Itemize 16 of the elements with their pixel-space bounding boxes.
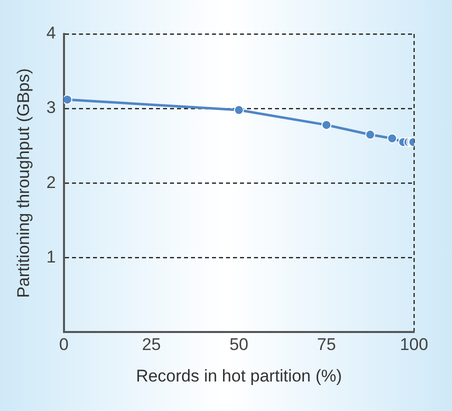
y-axis-title: Partitioning throughput (GBps): [14, 68, 33, 298]
point: [387, 133, 398, 144]
y-tick-label: 3: [46, 98, 56, 118]
x-axis-title: Records in hot partition (%): [136, 366, 342, 386]
y-tick-label: 4: [46, 24, 56, 43]
x-tick-label: 100: [400, 335, 428, 354]
y-tick-label: 1: [46, 247, 56, 266]
x-tick-label: 0: [59, 335, 69, 354]
x-tick-label: 25: [142, 335, 161, 354]
x-tick-label: 50: [229, 335, 248, 354]
point: [365, 130, 376, 140]
point: [234, 105, 244, 116]
y-tick-label: 2: [46, 172, 56, 192]
x-tick-label: 75: [317, 335, 336, 354]
point: [321, 120, 332, 130]
point: [64, 94, 72, 105]
